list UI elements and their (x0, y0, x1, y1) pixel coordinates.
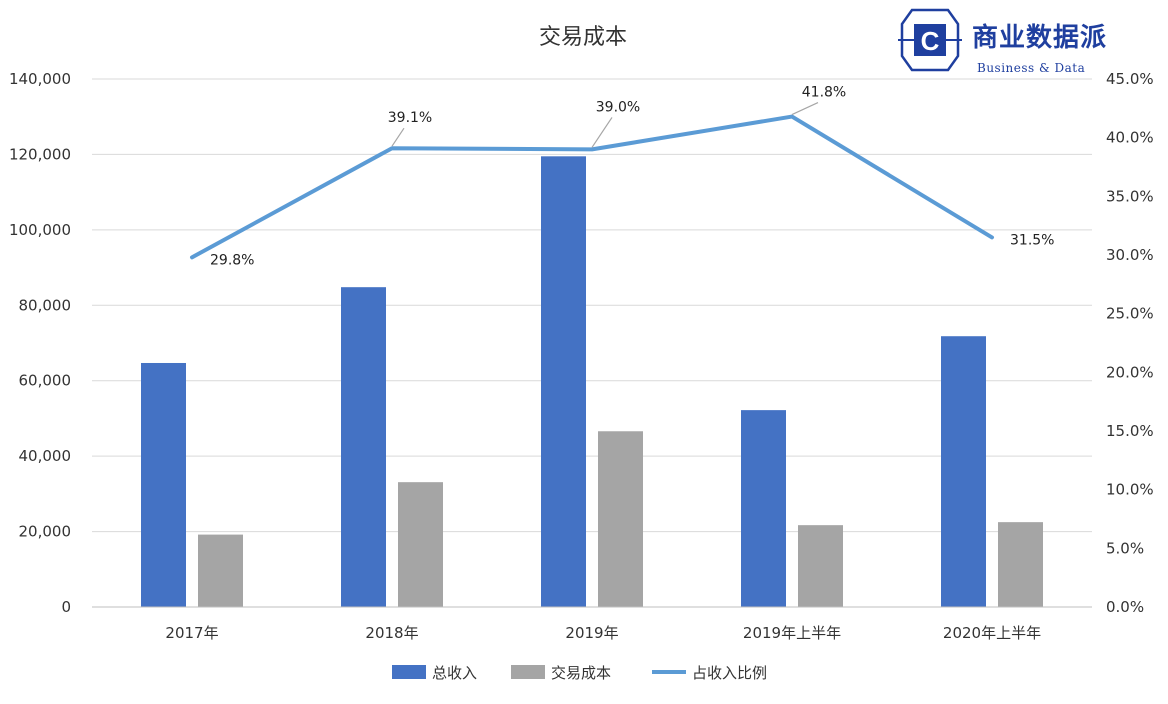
brand-logo: C 商业数据派 Business & Data (898, 8, 1107, 75)
legend-label: 占收入比例 (692, 664, 767, 682)
y-left-tick-label: 140,000 (9, 70, 71, 88)
label-leader-line (791, 102, 819, 116)
ratio-data-label: 39.0% (596, 99, 640, 115)
logo-letter: C (921, 26, 940, 56)
logo-name-cn: 商业数据派 (972, 22, 1107, 53)
ratio-data-label: 41.8% (802, 85, 846, 101)
y-right-tick-label: 35.0% (1106, 187, 1154, 205)
gridlines (92, 78, 1092, 533)
ratio-data-label: 29.8% (210, 252, 254, 268)
ratio-data-label: 39.1% (388, 110, 432, 126)
bar-transaction-cost (598, 431, 643, 607)
label-leader-line (391, 127, 405, 147)
bars (141, 156, 1043, 608)
y-right-tick-label: 25.0% (1106, 305, 1154, 323)
ratio-line (190, 114, 994, 260)
axes: 0 20,000 40,000 60,000 80,000 100,000 120,000 1… (9, 70, 1154, 642)
bar-transaction-cost (198, 534, 243, 607)
y-left-tick-label: 0 (61, 598, 71, 616)
legend-swatch (511, 665, 545, 679)
y-left-tick-label: 20,000 (19, 523, 72, 541)
y-left-tick-label: 60,000 (19, 372, 72, 390)
bar-total-revenue (941, 336, 986, 607)
chart-title: 交易成本 (539, 25, 627, 50)
legend-label: 交易成本 (551, 664, 611, 682)
y-left-tick-label: 40,000 (19, 447, 72, 465)
x-tick-label: 2017年 (165, 624, 218, 642)
y-left-tick-label: 100,000 (9, 221, 71, 239)
y-right-tick-label: 5.0% (1106, 539, 1144, 557)
bar-transaction-cost (998, 522, 1043, 607)
logo-mark-icon: C (898, 8, 962, 72)
y-left-tick-label: 120,000 (9, 145, 71, 163)
logo-name-en: Business & Data (977, 61, 1085, 75)
legend-swatch (392, 665, 426, 679)
y-right-tick-label: 45.0% (1106, 70, 1154, 88)
x-tick-label: 2019年上半年 (743, 624, 841, 642)
bar-total-revenue (141, 362, 186, 607)
legend-label: 总收入 (432, 664, 477, 682)
label-leader-line (591, 117, 613, 148)
bar-total-revenue (541, 156, 586, 608)
x-tick-label: 2018年 (365, 624, 418, 642)
x-tick-label: 2019年 (565, 624, 618, 642)
y-right-tick-label: 15.0% (1106, 422, 1154, 440)
bar-total-revenue (341, 287, 386, 607)
y-right-tick-label: 30.0% (1106, 246, 1154, 264)
ratio-data-label: 31.5% (1010, 232, 1054, 248)
y-right-tick-label: 20.0% (1106, 363, 1154, 381)
line-series: 29.8% 39.1% 39.0% 41.8% 31.5% (190, 85, 1054, 268)
y-left-tick-label: 80,000 (19, 296, 72, 314)
bar-total-revenue (741, 410, 786, 607)
y-right-tick-label: 40.0% (1106, 129, 1154, 147)
y-right-tick-label: 10.0% (1106, 481, 1154, 499)
legend: 总收入 交易成本 占收入比例 (392, 664, 767, 682)
x-tick-label: 2020年上半年 (943, 624, 1041, 642)
bar-transaction-cost (398, 482, 443, 607)
bar-transaction-cost (798, 525, 843, 607)
y-right-tick-label: 0.0% (1106, 598, 1144, 616)
